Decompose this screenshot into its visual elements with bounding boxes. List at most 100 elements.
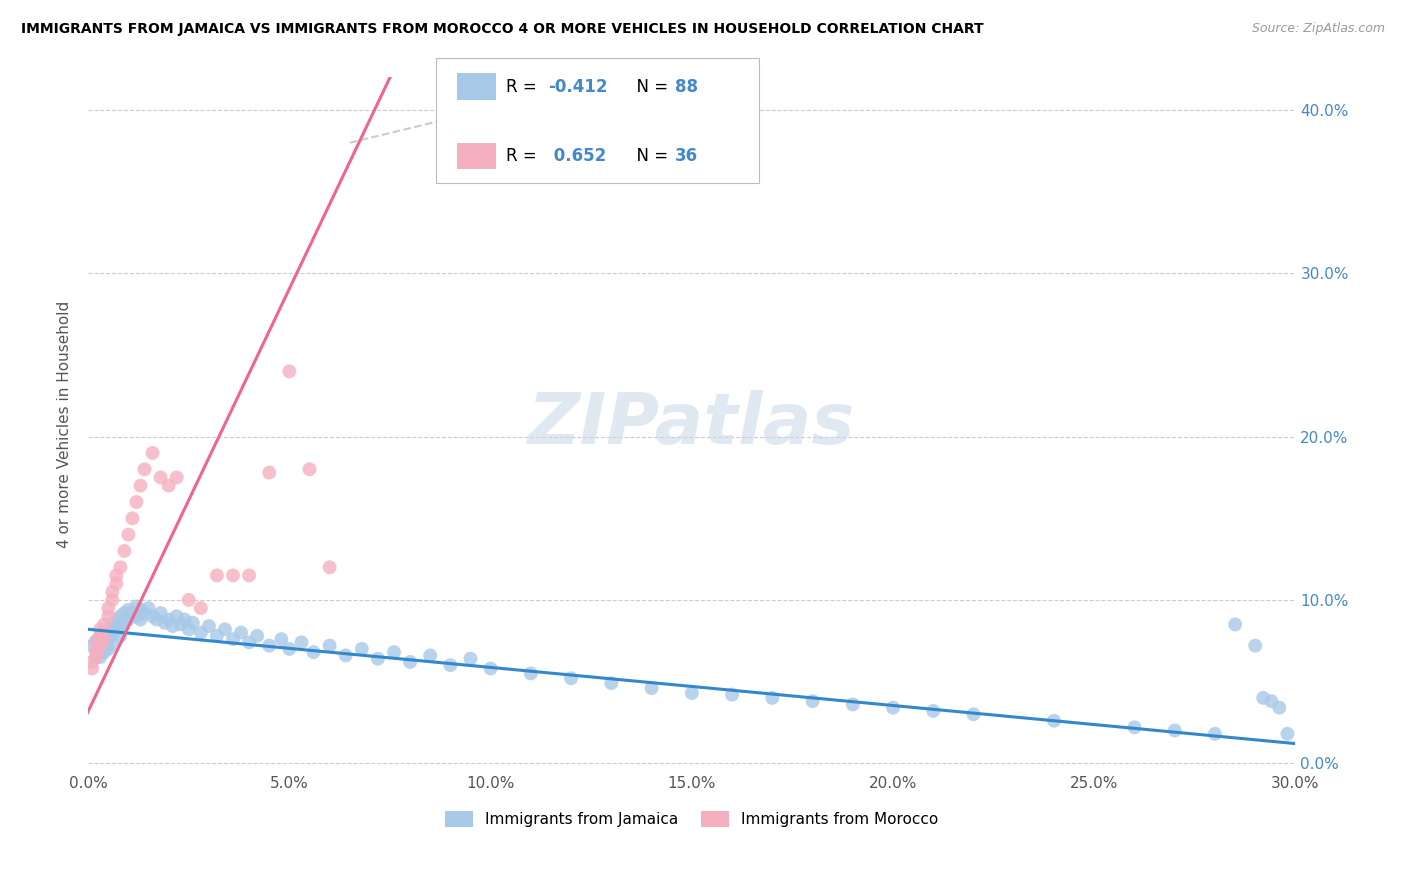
Point (318, 560, 340, 574)
Point (162, 619, 184, 633)
Point (82, 639, 104, 653)
Point (1260, 694, 1282, 708)
Point (367, 651, 389, 665)
Point (112, 606, 135, 620)
Point (93, 617, 115, 632)
Point (640, 681, 662, 695)
Point (97, 641, 120, 656)
Point (82, 655, 104, 669)
Point (89, 629, 111, 643)
Point (350, 641, 373, 656)
Point (246, 629, 269, 643)
Point (93, 645, 115, 659)
Point (205, 629, 228, 643)
Point (439, 658, 461, 673)
Point (134, 606, 156, 620)
Point (222, 568, 245, 582)
Point (238, 568, 260, 582)
Point (157, 478, 180, 492)
Point (129, 603, 152, 617)
Point (166, 470, 188, 484)
Point (89, 650, 111, 665)
Point (1164, 723, 1187, 738)
Point (205, 568, 228, 582)
Point (382, 645, 405, 659)
Point (721, 688, 744, 702)
Point (801, 694, 824, 708)
Point (97, 632, 120, 646)
Text: Source: ZipAtlas.com: Source: ZipAtlas.com (1251, 22, 1385, 36)
Point (190, 625, 212, 640)
Point (149, 606, 172, 620)
Point (110, 609, 132, 624)
Point (238, 635, 260, 649)
Point (112, 615, 135, 630)
Point (181, 615, 204, 630)
Point (101, 617, 124, 632)
Point (97, 623, 120, 637)
Point (922, 704, 945, 718)
Text: N =: N = (626, 147, 673, 165)
Point (214, 623, 236, 637)
Point (882, 700, 904, 714)
Point (84, 635, 107, 649)
Point (157, 613, 180, 627)
Point (302, 645, 325, 659)
Text: ZIPatlas: ZIPatlas (529, 390, 855, 458)
Point (298, 462, 321, 476)
Point (335, 648, 357, 663)
Point (1043, 714, 1066, 728)
Point (105, 623, 128, 637)
Point (1251, 690, 1274, 705)
Point (222, 632, 245, 646)
Point (97, 601, 120, 615)
Point (117, 527, 139, 541)
Point (134, 462, 156, 476)
Point (84, 645, 107, 659)
Point (121, 511, 143, 525)
Y-axis label: 4 or more Vehicles in Household: 4 or more Vehicles in Household (58, 301, 72, 548)
Text: 88: 88 (675, 78, 697, 95)
Point (101, 584, 124, 599)
Point (101, 627, 124, 641)
Point (84, 650, 107, 665)
Point (198, 619, 221, 633)
Point (89, 623, 111, 637)
Text: -0.412: -0.412 (548, 78, 607, 95)
Point (110, 629, 132, 643)
Point (101, 637, 124, 651)
Point (145, 613, 167, 627)
Point (520, 666, 543, 681)
Point (460, 651, 482, 665)
Legend: Immigrants from Jamaica, Immigrants from Morocco: Immigrants from Jamaica, Immigrants from… (439, 805, 945, 833)
Point (129, 613, 152, 627)
Point (1123, 720, 1146, 734)
Point (101, 593, 124, 607)
Point (125, 495, 148, 509)
Point (290, 635, 312, 649)
Point (117, 603, 139, 617)
Point (173, 613, 195, 627)
Point (257, 639, 280, 653)
Point (153, 615, 176, 630)
Point (93, 625, 115, 640)
Point (117, 613, 139, 627)
Point (419, 648, 441, 663)
Point (97, 609, 120, 624)
Point (1244, 639, 1267, 653)
Point (1204, 727, 1226, 741)
Point (141, 446, 163, 460)
Point (842, 698, 865, 712)
Point (105, 568, 128, 582)
Point (681, 686, 703, 700)
Point (110, 560, 132, 574)
Point (1277, 727, 1299, 741)
Point (229, 625, 252, 640)
Point (138, 601, 160, 615)
Point (105, 576, 128, 591)
Point (84, 650, 107, 665)
Point (121, 606, 143, 620)
Point (270, 632, 292, 646)
Point (479, 661, 502, 675)
Point (177, 593, 200, 607)
